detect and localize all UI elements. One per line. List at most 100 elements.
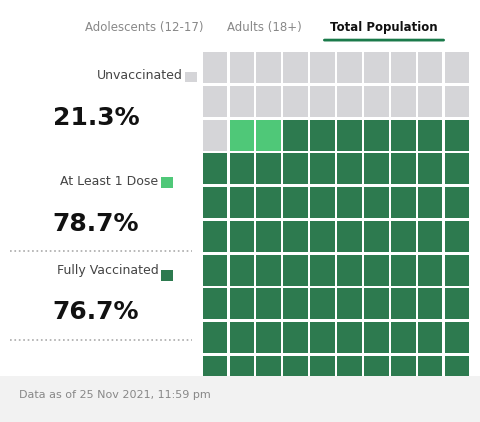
Text: Data as of 25 Nov 2021, 11:59 pm: Data as of 25 Nov 2021, 11:59 pm <box>19 390 211 400</box>
FancyBboxPatch shape <box>256 356 281 387</box>
FancyBboxPatch shape <box>391 187 416 218</box>
FancyBboxPatch shape <box>229 52 254 83</box>
FancyBboxPatch shape <box>161 177 173 188</box>
FancyBboxPatch shape <box>229 322 254 353</box>
Text: Unvaccinated: Unvaccinated <box>96 70 182 82</box>
FancyBboxPatch shape <box>444 254 469 286</box>
FancyBboxPatch shape <box>444 86 469 117</box>
FancyBboxPatch shape <box>364 322 389 353</box>
FancyBboxPatch shape <box>310 221 335 252</box>
FancyBboxPatch shape <box>310 52 335 83</box>
FancyBboxPatch shape <box>418 322 443 353</box>
FancyBboxPatch shape <box>444 119 469 151</box>
FancyBboxPatch shape <box>391 221 416 252</box>
FancyBboxPatch shape <box>364 52 389 83</box>
FancyBboxPatch shape <box>256 52 281 83</box>
FancyBboxPatch shape <box>256 86 281 117</box>
FancyBboxPatch shape <box>256 187 281 218</box>
Text: Adults (18+): Adults (18+) <box>227 21 301 34</box>
FancyBboxPatch shape <box>283 288 308 319</box>
FancyBboxPatch shape <box>444 356 469 387</box>
FancyBboxPatch shape <box>364 356 389 387</box>
FancyBboxPatch shape <box>203 221 228 252</box>
FancyBboxPatch shape <box>391 52 416 83</box>
FancyBboxPatch shape <box>418 254 443 286</box>
FancyBboxPatch shape <box>256 119 281 151</box>
FancyBboxPatch shape <box>256 221 281 252</box>
FancyBboxPatch shape <box>310 254 335 286</box>
FancyBboxPatch shape <box>391 356 416 387</box>
FancyBboxPatch shape <box>364 86 389 117</box>
FancyBboxPatch shape <box>283 52 308 83</box>
FancyBboxPatch shape <box>337 322 362 353</box>
FancyBboxPatch shape <box>418 52 443 83</box>
FancyBboxPatch shape <box>203 153 228 184</box>
FancyBboxPatch shape <box>283 187 308 218</box>
FancyBboxPatch shape <box>391 153 416 184</box>
FancyBboxPatch shape <box>364 221 389 252</box>
FancyBboxPatch shape <box>418 119 443 151</box>
FancyBboxPatch shape <box>229 221 254 252</box>
FancyBboxPatch shape <box>283 254 308 286</box>
FancyBboxPatch shape <box>203 52 228 83</box>
FancyBboxPatch shape <box>337 254 362 286</box>
FancyBboxPatch shape <box>203 119 228 151</box>
FancyBboxPatch shape <box>310 153 335 184</box>
Text: At Least 1 Dose: At Least 1 Dose <box>60 175 158 188</box>
FancyBboxPatch shape <box>418 356 443 387</box>
FancyBboxPatch shape <box>364 153 389 184</box>
FancyBboxPatch shape <box>444 221 469 252</box>
FancyBboxPatch shape <box>203 356 228 387</box>
FancyBboxPatch shape <box>444 52 469 83</box>
FancyBboxPatch shape <box>391 254 416 286</box>
FancyBboxPatch shape <box>256 288 281 319</box>
FancyBboxPatch shape <box>203 187 228 218</box>
FancyBboxPatch shape <box>256 153 281 184</box>
FancyBboxPatch shape <box>229 187 254 218</box>
FancyBboxPatch shape <box>364 254 389 286</box>
FancyBboxPatch shape <box>229 288 254 319</box>
FancyBboxPatch shape <box>256 322 281 353</box>
FancyBboxPatch shape <box>337 221 362 252</box>
FancyBboxPatch shape <box>444 187 469 218</box>
FancyBboxPatch shape <box>283 153 308 184</box>
FancyBboxPatch shape <box>229 254 254 286</box>
FancyBboxPatch shape <box>283 322 308 353</box>
FancyBboxPatch shape <box>310 322 335 353</box>
Text: Adolescents (12-17): Adolescents (12-17) <box>85 21 203 34</box>
FancyBboxPatch shape <box>229 153 254 184</box>
FancyBboxPatch shape <box>391 322 416 353</box>
FancyBboxPatch shape <box>418 153 443 184</box>
FancyBboxPatch shape <box>203 86 228 117</box>
Text: 76.7%: 76.7% <box>53 300 139 324</box>
FancyBboxPatch shape <box>391 119 416 151</box>
FancyBboxPatch shape <box>283 356 308 387</box>
FancyBboxPatch shape <box>310 187 335 218</box>
FancyBboxPatch shape <box>203 288 228 319</box>
FancyBboxPatch shape <box>283 221 308 252</box>
FancyBboxPatch shape <box>444 153 469 184</box>
FancyBboxPatch shape <box>203 322 228 353</box>
FancyBboxPatch shape <box>203 254 228 286</box>
FancyBboxPatch shape <box>310 86 335 117</box>
FancyBboxPatch shape <box>161 270 173 281</box>
Text: 21.3%: 21.3% <box>53 106 139 130</box>
FancyBboxPatch shape <box>310 356 335 387</box>
FancyBboxPatch shape <box>418 86 443 117</box>
FancyBboxPatch shape <box>418 187 443 218</box>
FancyBboxPatch shape <box>418 221 443 252</box>
FancyBboxPatch shape <box>418 288 443 319</box>
FancyBboxPatch shape <box>337 356 362 387</box>
FancyBboxPatch shape <box>337 187 362 218</box>
FancyBboxPatch shape <box>256 254 281 286</box>
FancyBboxPatch shape <box>364 119 389 151</box>
FancyBboxPatch shape <box>337 86 362 117</box>
FancyBboxPatch shape <box>283 119 308 151</box>
FancyBboxPatch shape <box>310 288 335 319</box>
Text: 78.7%: 78.7% <box>53 212 139 235</box>
FancyBboxPatch shape <box>310 119 335 151</box>
FancyBboxPatch shape <box>364 288 389 319</box>
FancyBboxPatch shape <box>337 119 362 151</box>
FancyBboxPatch shape <box>283 86 308 117</box>
FancyBboxPatch shape <box>337 288 362 319</box>
